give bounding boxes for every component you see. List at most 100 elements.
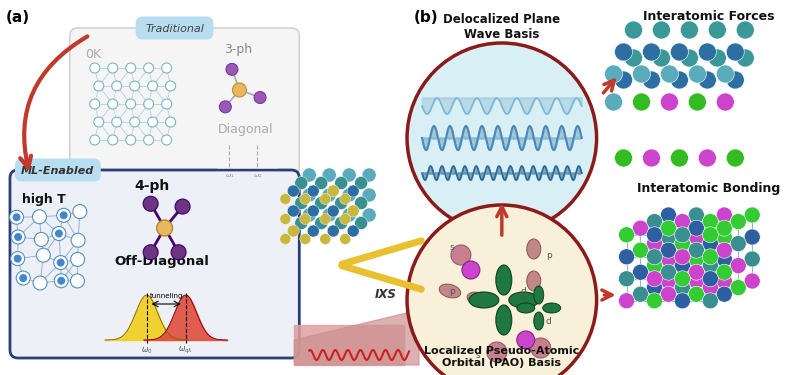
Circle shape	[126, 135, 136, 145]
Circle shape	[487, 342, 507, 362]
Ellipse shape	[526, 271, 541, 291]
FancyBboxPatch shape	[136, 16, 214, 39]
Circle shape	[716, 273, 732, 289]
Circle shape	[661, 251, 677, 267]
Circle shape	[354, 177, 368, 189]
Circle shape	[744, 229, 760, 245]
Circle shape	[702, 249, 718, 265]
Circle shape	[322, 188, 336, 202]
Circle shape	[143, 245, 158, 260]
Circle shape	[646, 271, 662, 287]
Circle shape	[33, 276, 47, 290]
Circle shape	[530, 338, 550, 358]
Circle shape	[60, 211, 68, 219]
Text: Diagonal: Diagonal	[218, 123, 273, 136]
Circle shape	[730, 236, 746, 252]
Text: Interatomic Bonding: Interatomic Bonding	[637, 182, 780, 195]
Circle shape	[642, 43, 661, 61]
Circle shape	[702, 271, 718, 287]
Circle shape	[716, 251, 732, 267]
Circle shape	[642, 71, 661, 89]
Text: s: s	[518, 336, 523, 345]
Circle shape	[462, 261, 480, 279]
Circle shape	[320, 234, 330, 244]
Circle shape	[342, 188, 356, 202]
Circle shape	[716, 207, 732, 223]
Circle shape	[295, 196, 308, 210]
Circle shape	[633, 220, 649, 236]
Circle shape	[736, 49, 754, 67]
Text: $\omega_0$: $\omega_0$	[141, 345, 153, 355]
Circle shape	[90, 63, 100, 73]
Circle shape	[688, 264, 704, 280]
Text: (b): (b)	[414, 10, 438, 25]
Circle shape	[674, 258, 690, 274]
Circle shape	[314, 216, 328, 229]
Circle shape	[57, 208, 70, 222]
Ellipse shape	[496, 265, 512, 295]
Circle shape	[94, 81, 104, 91]
Circle shape	[90, 135, 100, 145]
Circle shape	[614, 71, 633, 89]
Circle shape	[126, 63, 136, 73]
Ellipse shape	[469, 292, 499, 308]
Ellipse shape	[509, 292, 538, 308]
Circle shape	[143, 196, 158, 211]
Ellipse shape	[526, 239, 541, 259]
Circle shape	[633, 242, 649, 258]
Text: IXS: IXS	[375, 288, 397, 302]
Circle shape	[614, 43, 633, 61]
Ellipse shape	[534, 312, 544, 330]
Circle shape	[633, 93, 650, 111]
Circle shape	[354, 216, 368, 229]
Circle shape	[334, 177, 348, 189]
Circle shape	[287, 185, 299, 197]
Text: ML-Enabled: ML-Enabled	[22, 166, 94, 176]
Circle shape	[54, 274, 68, 288]
Circle shape	[618, 227, 634, 243]
Circle shape	[726, 43, 744, 61]
Text: 0K: 0K	[85, 48, 101, 62]
Circle shape	[157, 220, 173, 236]
Circle shape	[716, 65, 734, 83]
Circle shape	[698, 149, 716, 167]
Circle shape	[148, 117, 158, 127]
Text: Off-Diagonal: Off-Diagonal	[114, 255, 210, 268]
Circle shape	[334, 196, 348, 210]
Circle shape	[171, 245, 186, 260]
Circle shape	[688, 251, 704, 267]
Circle shape	[13, 213, 21, 221]
Circle shape	[19, 274, 27, 282]
Circle shape	[646, 227, 662, 243]
Circle shape	[633, 65, 650, 83]
Text: d: d	[546, 318, 551, 327]
Circle shape	[674, 249, 690, 265]
Circle shape	[736, 21, 754, 39]
Circle shape	[744, 207, 760, 223]
Circle shape	[688, 229, 704, 245]
Ellipse shape	[542, 303, 561, 313]
Circle shape	[653, 21, 670, 39]
Circle shape	[698, 43, 716, 61]
Circle shape	[702, 236, 718, 252]
Text: d: d	[521, 288, 526, 297]
Circle shape	[605, 93, 622, 111]
FancyBboxPatch shape	[10, 170, 299, 358]
Circle shape	[14, 233, 22, 241]
Circle shape	[674, 293, 690, 309]
Circle shape	[618, 293, 634, 309]
Circle shape	[688, 242, 704, 258]
Circle shape	[646, 293, 662, 309]
Circle shape	[327, 185, 339, 197]
Circle shape	[342, 168, 356, 182]
Circle shape	[254, 92, 266, 104]
Circle shape	[354, 196, 368, 210]
Circle shape	[688, 65, 706, 83]
Circle shape	[625, 21, 642, 39]
Circle shape	[674, 271, 690, 287]
FancyBboxPatch shape	[70, 28, 299, 176]
Circle shape	[451, 245, 471, 265]
Circle shape	[73, 205, 87, 219]
Circle shape	[688, 207, 704, 223]
Circle shape	[108, 63, 118, 73]
